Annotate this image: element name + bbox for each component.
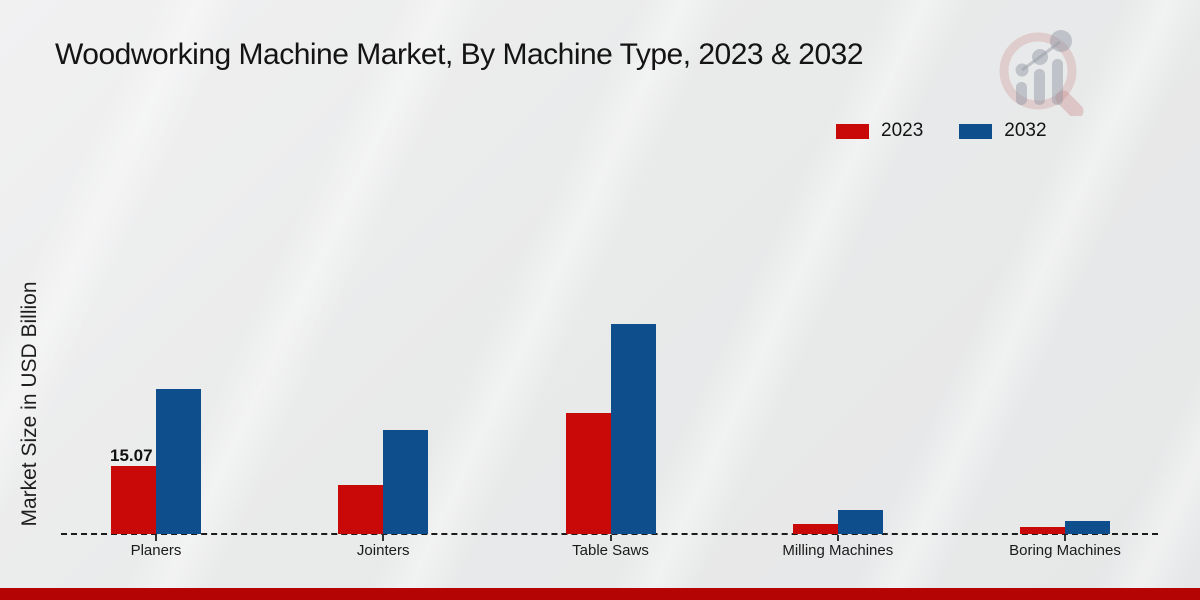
bar-2023-table-saws	[565, 413, 611, 534]
category-label-jointers: Jointers	[356, 542, 410, 559]
magnifier-ring-icon	[999, 32, 1077, 110]
bar-2032-jointers	[383, 430, 429, 534]
category-label-milling-machines: Milling Machines	[782, 542, 894, 559]
bar-2023-boring-machines	[1020, 527, 1065, 534]
category-label-boring-machines: Boring Machines	[1009, 542, 1121, 559]
x-axis-tick-jointers	[382, 535, 385, 541]
x-axis-tick-planers	[155, 535, 157, 541]
bar-2023-jointers	[338, 485, 384, 534]
x-axis-tick-table-saws	[609, 535, 612, 541]
footer-red-bar	[0, 588, 1200, 600]
legend-label-2023: 2023	[881, 120, 924, 141]
x-axis-tick-milling-machines	[836, 535, 839, 541]
magnifier-handle-icon	[1055, 90, 1084, 116]
legend-item-2023: 2023	[836, 120, 923, 142]
value-label-planers-2023: 15.07	[110, 446, 153, 465]
bar-2032-boring-machines	[1065, 521, 1110, 534]
chart-title: Woodworking Machine Market, By Machine T…	[55, 38, 864, 71]
trend-line-dots-icon	[1015, 30, 1072, 77]
x-axis-tick-boring-machines	[1064, 535, 1066, 541]
bar-2032-table-saws	[610, 324, 656, 534]
legend-swatch-2032	[959, 123, 993, 139]
legend-label-2032: 2032	[1004, 120, 1047, 141]
legend: 2023 2032	[836, 120, 1047, 142]
category-label-planers: Planers	[130, 542, 182, 559]
legend-swatch-2023	[836, 123, 869, 139]
market-research-future-logo-watermark	[999, 30, 1084, 116]
category-label-table-saws: Table Saws	[572, 542, 649, 559]
bar-2023-milling-machines	[792, 524, 838, 534]
bar-chart-glyph-icon	[1016, 59, 1063, 105]
bar-2023-planers	[111, 466, 156, 534]
legend-item-2032: 2032	[959, 120, 1047, 142]
x-axis-dashed-baseline	[61, 533, 1158, 535]
bar-2032-milling-machines	[837, 510, 883, 534]
bar-2032-planers	[156, 389, 201, 534]
